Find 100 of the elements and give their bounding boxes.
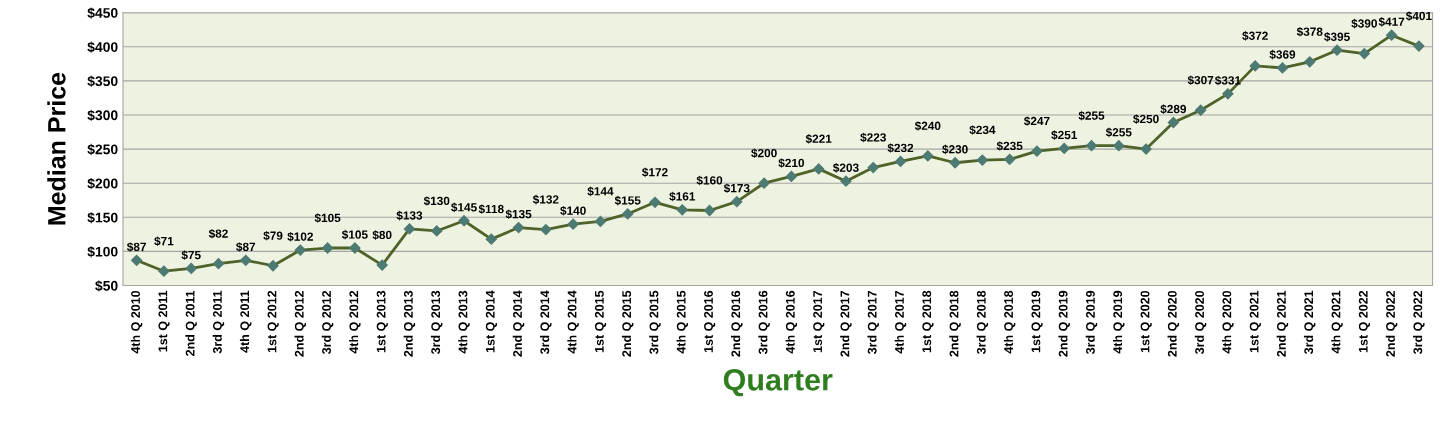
x-tick-label: 2nd Q 2014 (512, 290, 525, 357)
data-label: $378 (1296, 26, 1323, 37)
x-tick-label: 2nd Q 2016 (731, 290, 743, 357)
x-tick-label: 1st Q 2021 (1249, 290, 1261, 353)
x-tick-label: 3rd Q 2021 (1303, 290, 1316, 355)
data-label: $71 (154, 236, 174, 247)
x-tick-label: 2nd Q 2019 (1058, 290, 1070, 357)
data-label: $372 (1242, 31, 1268, 41)
data-label: $130 (423, 196, 450, 206)
data-label: $203 (832, 163, 859, 173)
x-tick-label: 1st Q 2016 (704, 290, 716, 353)
data-label: $235 (996, 141, 1023, 151)
data-label: $172 (642, 167, 668, 178)
x-tick-label: 1st Q 2013 (376, 290, 388, 353)
x-tick-label: 3rd Q 2020 (1194, 290, 1207, 355)
data-label: $87 (126, 242, 146, 252)
data-label: $232 (887, 143, 914, 153)
data-label: $133 (396, 210, 423, 221)
data-label: $250 (1133, 114, 1159, 124)
x-axis-title: Quarter (723, 369, 833, 397)
data-label: $75 (181, 250, 201, 260)
x-tick-label: 1st Q 2015 (594, 290, 607, 353)
x-tick-label: 1st Q 2012 (267, 290, 279, 353)
data-label: $155 (614, 195, 641, 206)
x-tick-label: 2nd Q 2015 (621, 290, 634, 357)
data-label: $251 (1051, 130, 1078, 140)
x-tick-label: 3rd Q 2012 (321, 290, 334, 355)
data-label: $79 (263, 230, 283, 241)
data-label: $160 (696, 175, 723, 186)
x-tick-label: 1st Q 2019 (1031, 290, 1043, 353)
data-label: $255 (1078, 110, 1105, 121)
y-tick-label: $450 (87, 7, 118, 19)
y-tick-label: $300 (87, 109, 118, 122)
data-label: $87 (236, 242, 256, 252)
x-tick-label: 1st Q 2017 (813, 290, 825, 353)
data-label: $331 (1214, 75, 1241, 86)
x-tick-label: 4th Q 2017 (894, 290, 907, 354)
data-label: $132 (532, 194, 559, 205)
x-tick-label: 3rd Q 2015 (649, 290, 661, 355)
y-tick-label: $150 (87, 212, 118, 224)
data-label: $223 (860, 132, 886, 143)
x-tick-label: 3rd Q 2018 (976, 290, 989, 355)
data-label: $255 (1105, 127, 1132, 138)
x-tick-label: 1st Q 2014 (485, 290, 497, 353)
x-tick-label: 1st Q 2022 (1358, 290, 1371, 353)
y-tick-label: $200 (87, 177, 118, 190)
x-tick-label: 4th Q 2015 (676, 290, 688, 354)
data-label: $105 (314, 213, 341, 223)
x-tick-label: 3rd Q 2022 (1413, 290, 1425, 355)
x-tick-label: 3rd Q 2019 (1085, 290, 1098, 355)
data-label: $395 (1324, 32, 1350, 42)
x-tick-label: 4th Q 2020 (1222, 290, 1234, 354)
data-label: $401 (1405, 11, 1432, 21)
data-label: $145 (451, 202, 477, 213)
data-label: $221 (805, 134, 832, 144)
x-tick-label: 4th Q 2012 (349, 290, 361, 354)
data-label: $234 (969, 125, 996, 135)
x-tick-label: 2nd Q 2020 (1167, 290, 1180, 357)
x-tick-label: 4th Q 2014 (567, 290, 579, 354)
data-label: $135 (505, 209, 532, 220)
y-tick-label: $250 (87, 143, 118, 156)
data-label: $82 (208, 228, 228, 239)
x-tick-label: 1st Q 2018 (922, 290, 934, 353)
data-label: $307 (1187, 75, 1214, 86)
x-tick-label: 4th Q 2011 (239, 290, 252, 353)
x-tick-label: 2nd Q 2012 (294, 290, 307, 357)
x-tick-label: 3rd Q 2013 (430, 290, 443, 355)
data-label: $118 (478, 204, 504, 214)
data-label: $80 (372, 230, 392, 240)
x-tick-label: 4th Q 2018 (1003, 290, 1016, 354)
x-tick-label: 4th Q 2021 (1331, 290, 1343, 354)
x-tick-label: 4th Q 2010 (130, 290, 143, 354)
data-label: $210 (778, 158, 805, 168)
data-label: $417 (1378, 17, 1405, 27)
data-label: $105 (341, 229, 368, 240)
y-tick-label: $100 (87, 246, 118, 258)
x-tick-label: 4th Q 2016 (785, 290, 798, 354)
data-label: $173 (723, 183, 750, 194)
data-label: $161 (669, 191, 696, 202)
x-tick-label: 3rd Q 2014 (540, 290, 552, 355)
y-tick-label: $50 (95, 280, 118, 292)
x-tick-label: 4th Q 2013 (458, 290, 470, 354)
x-tick-label: 2nd Q 2022 (1385, 290, 1398, 357)
x-tick-label: 2nd Q 2017 (840, 290, 852, 357)
x-tick-label: 2nd Q 2018 (949, 290, 961, 357)
x-tick-label: 1st Q 2011 (158, 290, 170, 352)
data-label: $230 (942, 144, 968, 155)
data-label: $200 (751, 148, 777, 159)
data-label: $369 (1269, 49, 1296, 60)
data-label: $102 (287, 231, 313, 242)
x-tick-label: 2nd Q 2013 (403, 290, 416, 357)
data-label: $247 (1023, 116, 1050, 126)
data-label: $240 (914, 121, 941, 131)
x-tick-label: 1st Q 2020 (1140, 290, 1152, 353)
x-tick-label: 2nd Q 2021 (1276, 290, 1289, 357)
x-tick-label: 4th Q 2019 (1112, 290, 1125, 354)
data-label: $390 (1351, 18, 1377, 29)
data-label: $144 (587, 186, 614, 197)
y-tick-label: $350 (87, 75, 118, 87)
x-tick-label: 3rd Q 2016 (758, 290, 770, 355)
